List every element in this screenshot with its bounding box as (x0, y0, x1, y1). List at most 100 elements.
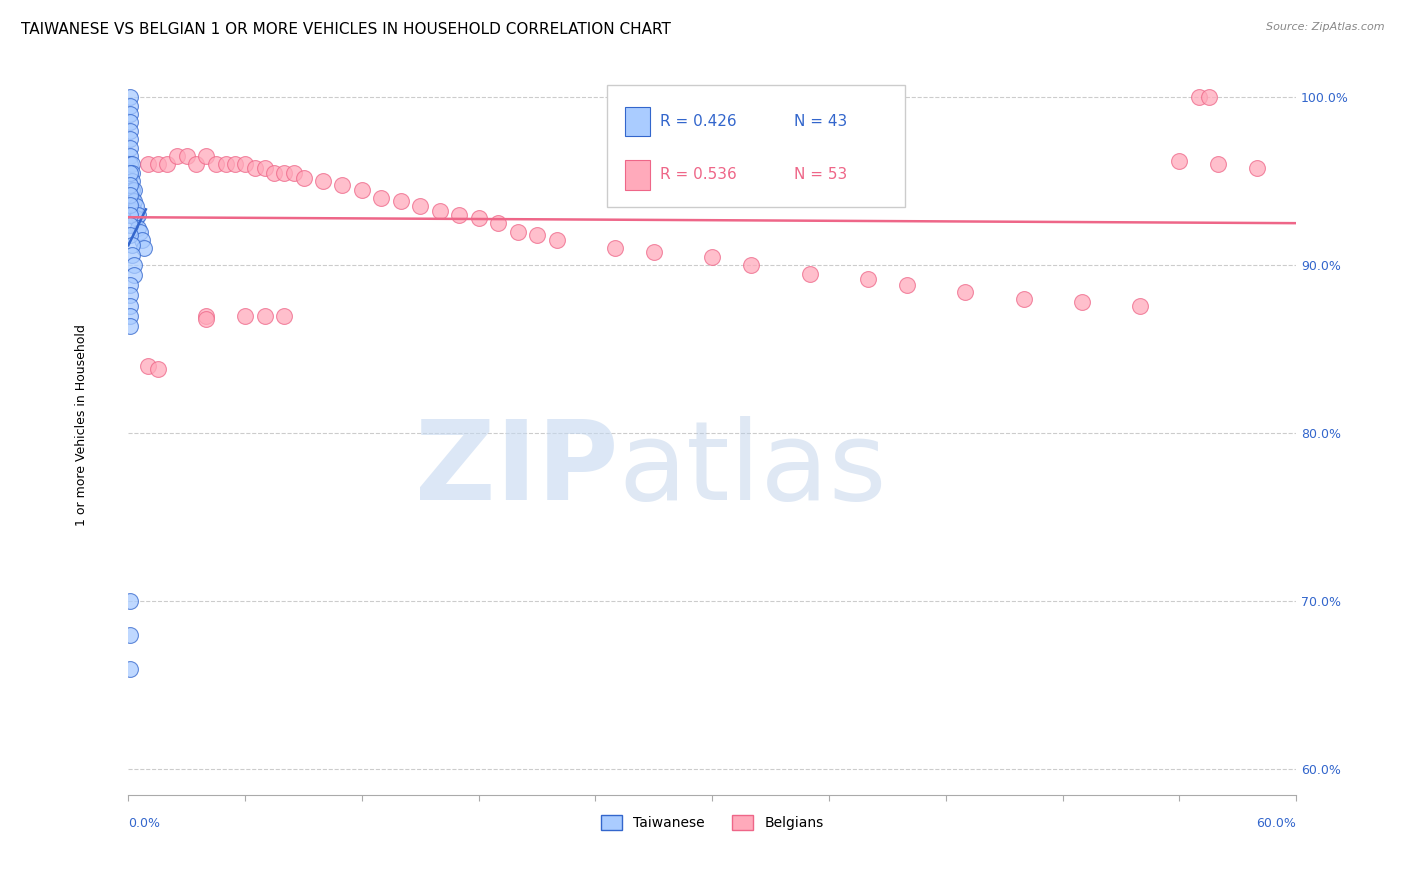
Point (195, 149, 218, 163)
Point (122, 258, 145, 272)
Point (146, 157, 169, 171)
Point (125, 211, 148, 226)
Point (122, 268, 145, 283)
Point (1071, 295, 1094, 310)
Point (1188, 90, 1211, 104)
Point (740, 258, 762, 272)
Point (186, 157, 208, 171)
Text: R = 0.536: R = 0.536 (659, 168, 737, 183)
Point (856, 271, 879, 285)
Point (350, 183, 373, 197)
Point (263, 166, 285, 180)
FancyBboxPatch shape (607, 85, 905, 207)
Point (120, 187, 142, 202)
Point (122, 194, 145, 209)
Point (121, 166, 143, 180)
Point (166, 149, 188, 163)
Point (127, 208, 149, 222)
Point (127, 221, 149, 235)
Point (120, 132, 142, 146)
Point (120, 594, 142, 608)
Point (292, 170, 315, 185)
Text: N = 53: N = 53 (794, 168, 848, 183)
Point (526, 227, 548, 242)
Text: N = 43: N = 43 (794, 114, 848, 129)
Point (120, 198, 142, 212)
Point (132, 242, 155, 256)
Point (896, 278, 918, 293)
Point (120, 278, 142, 293)
Point (121, 174, 143, 188)
Bar (624, 107, 651, 136)
Point (273, 166, 295, 180)
Point (120, 90, 142, 104)
Point (1129, 299, 1152, 313)
Point (332, 178, 354, 192)
Point (120, 178, 142, 192)
Point (449, 208, 471, 222)
Point (643, 244, 665, 259)
Point (120, 107, 142, 121)
Point (120, 288, 142, 302)
Text: 1 or more Vehicles in Household: 1 or more Vehicles in Household (75, 324, 89, 526)
Point (122, 204, 145, 219)
Point (243, 161, 266, 175)
Point (136, 359, 159, 373)
Text: Source: ZipAtlas.com: Source: ZipAtlas.com (1267, 22, 1385, 32)
Point (702, 250, 724, 264)
Text: 60.0%: 60.0% (1256, 817, 1296, 830)
Text: ZIP: ZIP (415, 416, 619, 523)
Point (370, 191, 392, 205)
Point (409, 199, 432, 213)
Point (120, 662, 142, 676)
Point (120, 208, 142, 222)
Point (1168, 154, 1191, 169)
Point (506, 225, 529, 239)
Text: R = 0.426: R = 0.426 (659, 114, 737, 129)
Point (1206, 157, 1229, 171)
Point (195, 309, 218, 323)
Point (129, 225, 152, 239)
Text: TAIWANESE VS BELGIAN 1 OR MORE VEHICLES IN HOUSEHOLD CORRELATION CHART: TAIWANESE VS BELGIAN 1 OR MORE VEHICLES … (21, 22, 671, 37)
Point (233, 157, 256, 171)
Point (546, 233, 568, 247)
Point (121, 183, 143, 197)
Point (121, 238, 143, 252)
Legend: Taiwanese, Belgians: Taiwanese, Belgians (595, 810, 830, 836)
Point (215, 157, 238, 171)
Point (955, 285, 977, 300)
Point (120, 309, 142, 323)
Point (389, 194, 412, 209)
Point (1246, 161, 1268, 175)
Point (429, 204, 451, 219)
Point (120, 299, 142, 313)
Point (131, 233, 153, 247)
Point (121, 248, 143, 262)
Point (120, 166, 142, 180)
Text: atlas: atlas (619, 416, 887, 523)
Point (1012, 292, 1035, 306)
Point (603, 242, 626, 256)
Point (273, 309, 295, 323)
Point (233, 309, 256, 323)
Point (121, 157, 143, 171)
Point (224, 157, 246, 171)
Point (486, 216, 509, 230)
Point (146, 362, 169, 376)
Point (120, 218, 142, 232)
Point (120, 98, 142, 112)
Point (120, 140, 142, 154)
Point (253, 161, 276, 175)
Point (312, 174, 335, 188)
Point (120, 318, 142, 333)
Point (122, 183, 145, 197)
Bar (624, 161, 651, 190)
Point (205, 157, 228, 171)
Point (120, 227, 142, 242)
Point (799, 267, 821, 281)
Point (283, 166, 305, 180)
Point (176, 149, 198, 163)
Point (1198, 90, 1220, 104)
Point (467, 211, 489, 226)
Point (120, 115, 142, 129)
